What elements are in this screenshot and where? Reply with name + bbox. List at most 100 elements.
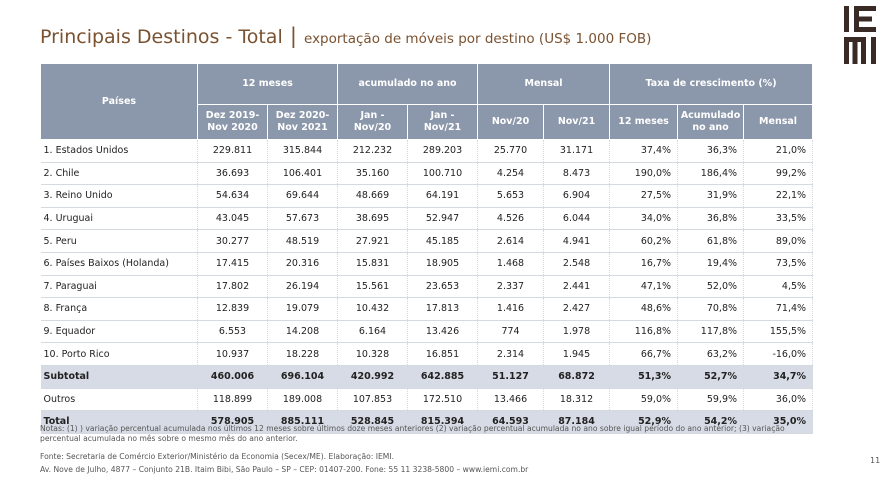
- value-cell: 229.811: [197, 139, 268, 163]
- value-cell: 116,8%: [609, 320, 679, 344]
- page-title: Principais Destinos - Total | exportação…: [40, 24, 651, 48]
- value-cell: 30.277: [197, 229, 268, 253]
- value-cell: 54.634: [197, 184, 268, 208]
- value-cell: 6.044: [543, 207, 611, 231]
- destinations-table: Países 12 meses acumulado no ano Mensal …: [40, 63, 814, 434]
- value-cell: 69.644: [267, 184, 338, 208]
- value-cell: 14.208: [267, 320, 338, 344]
- country-cell: 8. França: [40, 297, 198, 321]
- value-cell: 64.191: [407, 184, 479, 208]
- subheader-cell: Dez 2019- Nov 2020: [197, 104, 268, 140]
- value-cell: 34,0%: [609, 207, 679, 231]
- country-cell: Subtotal: [40, 365, 198, 389]
- value-cell: 52,0%: [677, 275, 745, 299]
- country-cell: Total: [40, 410, 198, 434]
- value-cell: 47,1%: [609, 275, 679, 299]
- table-row: 7. Paraguai 17.802 26.194 15.561 23.653 2.337…: [40, 275, 814, 299]
- value-cell: 172.510: [407, 388, 479, 412]
- country-cell: 9. Equador: [40, 320, 198, 344]
- country-cell: 10. Porto Rico: [40, 342, 198, 366]
- value-cell: 27,5%: [609, 184, 679, 208]
- value-cell: 36,8%: [677, 207, 745, 231]
- value-cell: 696.104: [267, 365, 338, 389]
- value-cell: 2.614: [477, 229, 545, 253]
- iemi-logo: [844, 6, 876, 64]
- value-cell: 190,0%: [609, 162, 679, 186]
- subheader-cell: 12 meses: [609, 104, 679, 140]
- table-row: 4. Uruguai 43.045 57.673 38.695 52.947 4.526 6…: [40, 207, 814, 231]
- value-cell: 52,9%: [609, 410, 679, 434]
- outros-row: Outros 118.899 189.008 107.853 172.510 13.466…: [40, 388, 814, 412]
- value-cell: 66,7%: [609, 342, 679, 366]
- value-cell: 4,5%: [743, 275, 814, 299]
- value-cell: 71,4%: [743, 297, 814, 321]
- value-cell: 21,0%: [743, 139, 814, 163]
- value-cell: 774: [477, 320, 545, 344]
- header-group-12-meses: 12 meses: [197, 63, 338, 105]
- value-cell: 642.885: [407, 365, 479, 389]
- source-note: Fonte: Secretaria de Comércio Exterior/M…: [40, 452, 394, 461]
- country-cell: 4. Uruguai: [40, 207, 198, 231]
- value-cell: 57.673: [267, 207, 338, 231]
- value-cell: 26.194: [267, 275, 338, 299]
- value-cell: 10.937: [197, 342, 268, 366]
- value-cell: 63,2%: [677, 342, 745, 366]
- value-cell: 52.947: [407, 207, 479, 231]
- value-cell: 27.921: [337, 229, 408, 253]
- value-cell: 1.978: [543, 320, 611, 344]
- value-cell: 1.416: [477, 297, 545, 321]
- subheader-cell: Jan - Nov/21: [406, 104, 479, 140]
- value-cell: 13.466: [477, 388, 545, 412]
- value-cell: 16,7%: [609, 252, 679, 276]
- value-cell: 34,7%: [743, 365, 814, 389]
- value-cell: 1.945: [543, 342, 611, 366]
- value-cell: 73,5%: [743, 252, 814, 276]
- title-separator: |: [289, 24, 297, 48]
- value-cell: 189.008: [267, 388, 338, 412]
- value-cell: 36.693: [197, 162, 268, 186]
- value-cell: 2.427: [543, 297, 611, 321]
- value-cell: 33,5%: [743, 207, 814, 231]
- country-cell: 1. Estados Unidos: [40, 139, 198, 163]
- value-cell: 43.045: [197, 207, 268, 231]
- subheader-cell: Jan - Nov/20: [337, 104, 408, 140]
- subtotal-row: Subtotal 460.006 696.104 420.992 642.885 51.1…: [40, 365, 814, 389]
- value-cell: 17.415: [197, 252, 268, 276]
- value-cell: 61,8%: [677, 229, 745, 253]
- value-cell: 31,9%: [677, 184, 745, 208]
- subheader-cell: Nov/20: [477, 104, 545, 140]
- country-cell: 7. Paraguai: [40, 275, 198, 299]
- value-cell: 18.905: [407, 252, 479, 276]
- value-cell: 13.426: [407, 320, 479, 344]
- value-cell: 885.111: [267, 410, 338, 434]
- country-cell: 3. Reino Unido: [40, 184, 198, 208]
- value-cell: 35,0%: [743, 410, 814, 434]
- table-notes: Notas: (1) ) variação percentual acumula…: [40, 424, 785, 443]
- value-cell: 6.164: [337, 320, 408, 344]
- value-cell: 17.802: [197, 275, 268, 299]
- value-cell: 15.561: [337, 275, 408, 299]
- value-cell: 2.337: [477, 275, 545, 299]
- subheader-cell: Acumulado no ano: [677, 104, 745, 140]
- value-cell: 815.394: [407, 410, 479, 434]
- title-main: Principais Destinos - Total: [40, 26, 283, 48]
- value-cell: 51,3%: [609, 365, 679, 389]
- subheader-cell: Mensal: [743, 104, 814, 140]
- value-cell: 45.185: [407, 229, 479, 253]
- country-cell: 6. Países Baixos (Holanda): [40, 252, 198, 276]
- value-cell: 36,3%: [677, 139, 745, 163]
- value-cell: 19.079: [267, 297, 338, 321]
- value-cell: 107.853: [337, 388, 408, 412]
- value-cell: 38.695: [337, 207, 408, 231]
- value-cell: 25.770: [477, 139, 545, 163]
- value-cell: 68.872: [543, 365, 611, 389]
- value-cell: 117,8%: [677, 320, 745, 344]
- value-cell: 289.203: [407, 139, 479, 163]
- table-row: 2. Chile 36.693 106.401 35.160 100.710 4.254 8…: [40, 162, 814, 186]
- value-cell: 4.254: [477, 162, 545, 186]
- table-row: 9. Equador 6.553 14.208 6.164 13.426 774 1.978…: [40, 320, 814, 344]
- value-cell: 59,0%: [609, 388, 679, 412]
- value-cell: 8.473: [543, 162, 611, 186]
- table-row: 1. Estados Unidos 229.811 315.844 212.232 28…: [40, 139, 814, 163]
- table-row: 10. Porto Rico 10.937 18.228 10.328 16.851 2.…: [40, 342, 814, 366]
